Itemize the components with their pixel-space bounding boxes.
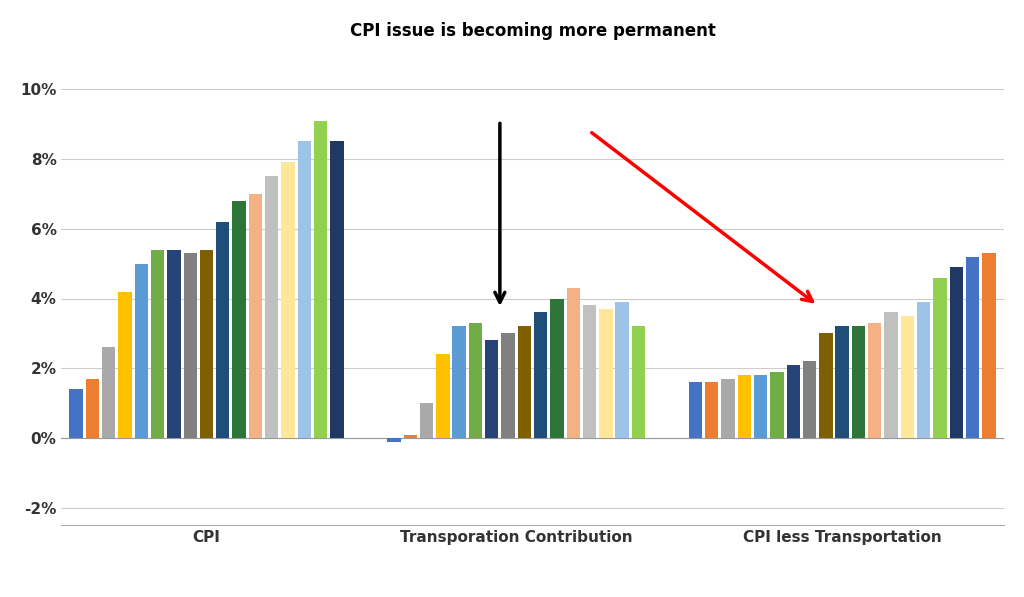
- Bar: [632, 327, 645, 438]
- Bar: [102, 347, 116, 438]
- Bar: [819, 333, 833, 438]
- Bar: [949, 267, 963, 438]
- Bar: [901, 316, 914, 438]
- Bar: [916, 302, 931, 438]
- Bar: [770, 372, 783, 438]
- Bar: [534, 312, 547, 438]
- Bar: [786, 365, 800, 438]
- Bar: [134, 264, 148, 438]
- Bar: [737, 376, 751, 438]
- Bar: [754, 376, 767, 438]
- Text: CPI issue is becoming more permanent: CPI issue is becoming more permanent: [349, 22, 716, 40]
- Bar: [232, 201, 246, 438]
- Bar: [249, 194, 262, 438]
- Bar: [885, 312, 898, 438]
- Bar: [599, 309, 612, 438]
- Bar: [583, 306, 596, 438]
- Bar: [502, 333, 515, 438]
- Bar: [485, 340, 499, 438]
- Bar: [70, 389, 83, 438]
- Bar: [200, 250, 213, 438]
- Bar: [119, 291, 132, 438]
- Bar: [330, 141, 344, 438]
- Bar: [566, 288, 580, 438]
- Bar: [518, 327, 531, 438]
- Bar: [216, 221, 229, 438]
- Bar: [469, 323, 482, 438]
- Bar: [282, 162, 295, 438]
- Bar: [803, 361, 816, 438]
- Bar: [852, 327, 865, 438]
- Bar: [966, 257, 979, 438]
- Bar: [86, 378, 99, 438]
- Bar: [265, 176, 279, 438]
- Bar: [933, 278, 946, 438]
- Bar: [689, 382, 702, 438]
- Bar: [387, 438, 400, 442]
- Bar: [314, 121, 328, 438]
- Bar: [706, 382, 719, 438]
- Bar: [298, 141, 311, 438]
- Bar: [183, 253, 197, 438]
- Bar: [836, 327, 849, 438]
- Bar: [151, 250, 164, 438]
- Bar: [436, 355, 450, 438]
- Bar: [420, 403, 433, 438]
- Bar: [453, 327, 466, 438]
- Bar: [550, 298, 563, 438]
- Bar: [868, 323, 882, 438]
- Bar: [615, 302, 629, 438]
- Bar: [403, 435, 417, 438]
- Bar: [982, 253, 995, 438]
- Bar: [167, 250, 180, 438]
- Bar: [721, 378, 735, 438]
